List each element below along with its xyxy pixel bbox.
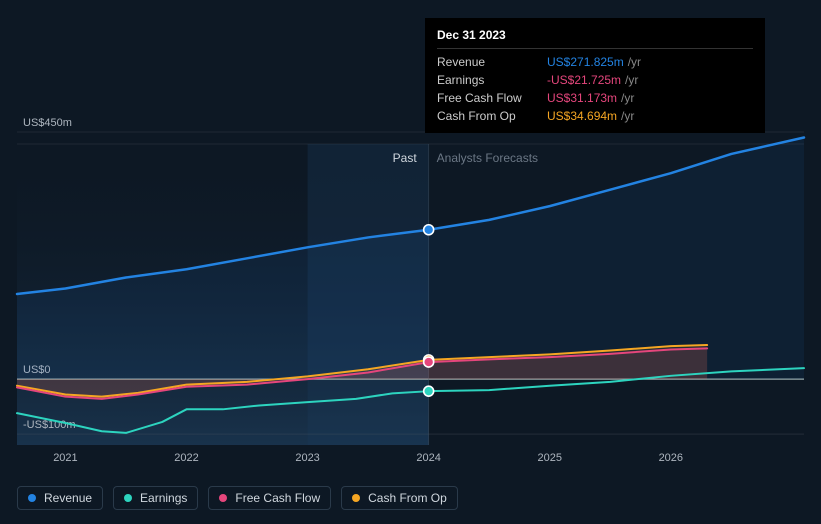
x-axis-label: 2021 <box>53 452 77 464</box>
tooltip-row: RevenueUS$271.825m/yr <box>437 53 753 71</box>
past-section-label: Past <box>393 151 417 165</box>
legend-item-revenue[interactable]: Revenue <box>17 486 103 510</box>
x-axis-label: 2023 <box>295 452 319 464</box>
chart-tooltip: Dec 31 2023 RevenueUS$271.825m/yrEarning… <box>425 18 765 133</box>
tooltip-row-label: Revenue <box>437 53 547 71</box>
legend-dot-icon <box>219 494 227 502</box>
tooltip-row-value: US$271.825m <box>547 53 624 71</box>
x-axis-label: 2024 <box>416 452 440 464</box>
forecast-section-label: Analysts Forecasts <box>437 151 538 165</box>
earnings-marker <box>424 386 434 396</box>
legend-item-earnings[interactable]: Earnings <box>113 486 198 510</box>
tooltip-row-value: -US$21.725m <box>547 71 621 89</box>
chart-legend: Revenue Earnings Free Cash Flow Cash From O… <box>17 486 458 510</box>
y-axis-label: -US$100m <box>23 419 76 431</box>
tooltip-row-label: Free Cash Flow <box>437 89 547 107</box>
tooltip-row-label: Cash From Op <box>437 107 547 125</box>
legend-dot-icon <box>28 494 36 502</box>
legend-item-free-cash-flow[interactable]: Free Cash Flow <box>208 486 331 510</box>
legend-item-label: Cash From Op <box>368 491 447 505</box>
legend-item-label: Revenue <box>44 491 92 505</box>
free_cash_flow-marker <box>424 357 434 367</box>
tooltip-row-unit: /yr <box>621 107 634 125</box>
tooltip-row-value: US$31.173m <box>547 89 617 107</box>
tooltip-row: Free Cash FlowUS$31.173m/yr <box>437 89 753 107</box>
x-axis-label: 2026 <box>659 452 683 464</box>
revenue-marker <box>424 225 434 235</box>
tooltip-row-unit: /yr <box>625 71 638 89</box>
x-axis-label: 2022 <box>174 452 198 464</box>
legend-dot-icon <box>352 494 360 502</box>
tooltip-row: Cash From OpUS$34.694m/yr <box>437 107 753 125</box>
tooltip-row: Earnings-US$21.725m/yr <box>437 71 753 89</box>
legend-item-cash-from-op[interactable]: Cash From Op <box>341 486 458 510</box>
y-axis-label: US$450m <box>23 117 72 129</box>
tooltip-row-label: Earnings <box>437 71 547 89</box>
financial-chart: US$450mUS$0-US$100m202120222023202420252… <box>0 0 821 524</box>
x-axis-label: 2025 <box>537 452 561 464</box>
legend-item-label: Earnings <box>140 491 187 505</box>
tooltip-row-unit: /yr <box>628 53 641 71</box>
tooltip-date: Dec 31 2023 <box>437 26 753 49</box>
legend-dot-icon <box>124 494 132 502</box>
legend-item-label: Free Cash Flow <box>235 491 320 505</box>
tooltip-row-value: US$34.694m <box>547 107 617 125</box>
tooltip-row-unit: /yr <box>621 89 634 107</box>
